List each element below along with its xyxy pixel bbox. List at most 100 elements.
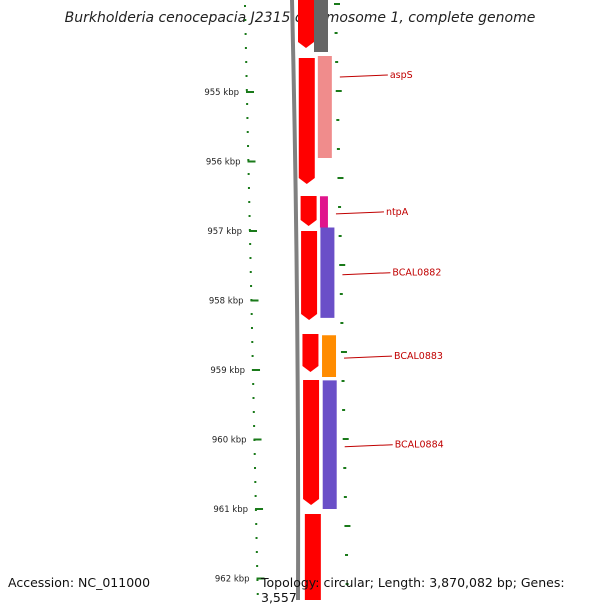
gc-dot (339, 293, 343, 295)
gc-dot (344, 525, 351, 527)
ruler-tick-label: 956 kbp (206, 158, 241, 168)
ruler-tick-label: 957 kbp (207, 227, 242, 237)
gc-dot (334, 3, 340, 5)
ruler-dot (256, 593, 259, 595)
ruler-major-ticks: 955 kbp 956 kbp 957 kbp 958 kbp 959 kbp 960 k… (204, 88, 265, 585)
ruler-dot (249, 243, 252, 245)
ruler-dot (250, 313, 253, 315)
ruler-major-tick (247, 160, 256, 163)
gc-dot (335, 61, 339, 63)
ruler-dot (246, 131, 249, 133)
ruler-dot (246, 117, 249, 119)
gc-dot (336, 148, 340, 150)
ruler-dot (253, 425, 256, 427)
ruler-major-tick (249, 230, 258, 232)
ruler-tick-label: 958 kbp (209, 297, 244, 307)
gc-dot (338, 206, 342, 208)
ruler-dot (255, 523, 258, 525)
gene-label-asps: aspS (390, 70, 413, 81)
cds-block (298, 0, 314, 48)
ruler-dot (248, 201, 251, 203)
gene-label-bcal0883: BCAL0883 (394, 351, 443, 362)
ruler-dot (247, 173, 250, 175)
gene-labels: aspS ntpA BCAL0882 BCAL0883 BCAL0884 (335, 70, 444, 451)
ruler-dot (247, 159, 250, 161)
ruler-dot (252, 397, 255, 399)
ruler-dot (249, 271, 252, 273)
ruler-dot (245, 89, 248, 91)
gc-dot (335, 90, 342, 92)
gene-block-upstream (314, 0, 328, 52)
gene-label-bcal0882: BCAL0882 (392, 268, 441, 279)
gc-dot (342, 438, 349, 440)
ruler-dot (249, 257, 252, 259)
gc-dot (340, 322, 344, 324)
ruler-tick-label: 955 kbp (204, 88, 239, 98)
gene-leader-line (344, 444, 393, 448)
gene-track (317, 56, 337, 509)
ruler-dot (254, 495, 257, 497)
ruler-dot (248, 215, 251, 217)
ruler-dot (244, 5, 246, 7)
gc-dot (338, 235, 342, 237)
ruler-dot (250, 285, 253, 287)
gc-dot (339, 264, 346, 266)
ruler-major-tick (255, 508, 264, 510)
gene-leader-line (344, 355, 393, 359)
cds-block (301, 231, 318, 320)
ruler-tick-label: 960 kbp (212, 436, 247, 446)
cds-track (298, 0, 328, 600)
gene-block-bcal0882 (320, 227, 335, 318)
ruler-dot (254, 481, 257, 483)
gene-block-ntpa (319, 196, 328, 228)
ruler-dot (251, 355, 254, 357)
gc-skew-dots (334, 3, 351, 585)
ruler-dot (250, 327, 253, 329)
topology-text: Topology: circular; Length: 3,870,082 bp… (261, 575, 565, 605)
ruler-dot (244, 19, 247, 21)
ruler-dot (247, 145, 250, 147)
backbone-outer (290, 0, 301, 600)
ruler-dot (252, 411, 255, 413)
ruler-dot (255, 537, 258, 539)
gc-dot (345, 554, 349, 556)
gene-block-bcal0884 (322, 380, 337, 509)
ruler-major-tick (250, 299, 259, 302)
gc-dot (342, 409, 346, 411)
gene-leader-line (335, 211, 384, 215)
ruler-dot (256, 579, 259, 581)
ruler-dot (245, 75, 248, 77)
ruler-tick-label: 961 kbp (213, 505, 248, 515)
gc-dot (334, 32, 338, 34)
cds-block (300, 196, 317, 226)
ruler-tick-label: 962 kbp (215, 575, 250, 585)
ruler-dot (256, 565, 259, 567)
ruler-dot (252, 383, 255, 385)
gc-dot (340, 351, 347, 353)
gene-block-asps (317, 56, 332, 159)
ruler-dot (246, 103, 249, 105)
gene-label-ntpa: ntpA (386, 207, 409, 218)
ruler-dot (244, 33, 247, 35)
ruler-tick-label: 959 kbp (210, 366, 245, 376)
ruler-dot (245, 61, 248, 63)
ruler-major-tick (256, 577, 265, 580)
gc-dot (343, 467, 347, 469)
accession-text: Accession: NC_011000 (8, 575, 151, 590)
gene-label-bcal0884: BCAL0884 (395, 440, 444, 451)
ruler-major-tick (245, 91, 254, 93)
cds-block (303, 380, 320, 505)
gc-dot (345, 583, 349, 585)
cds-block (302, 334, 319, 372)
gene-block-bcal0883 (322, 335, 337, 377)
gene-leader-line (342, 272, 391, 276)
ruler-dot (254, 467, 257, 469)
gc-dot (341, 380, 345, 382)
ruler-dot (251, 341, 254, 343)
cds-block (304, 514, 321, 600)
ruler-dot (253, 453, 256, 455)
ruler-dot (255, 551, 258, 553)
gc-dot (337, 177, 344, 179)
ruler-dot (244, 47, 247, 49)
